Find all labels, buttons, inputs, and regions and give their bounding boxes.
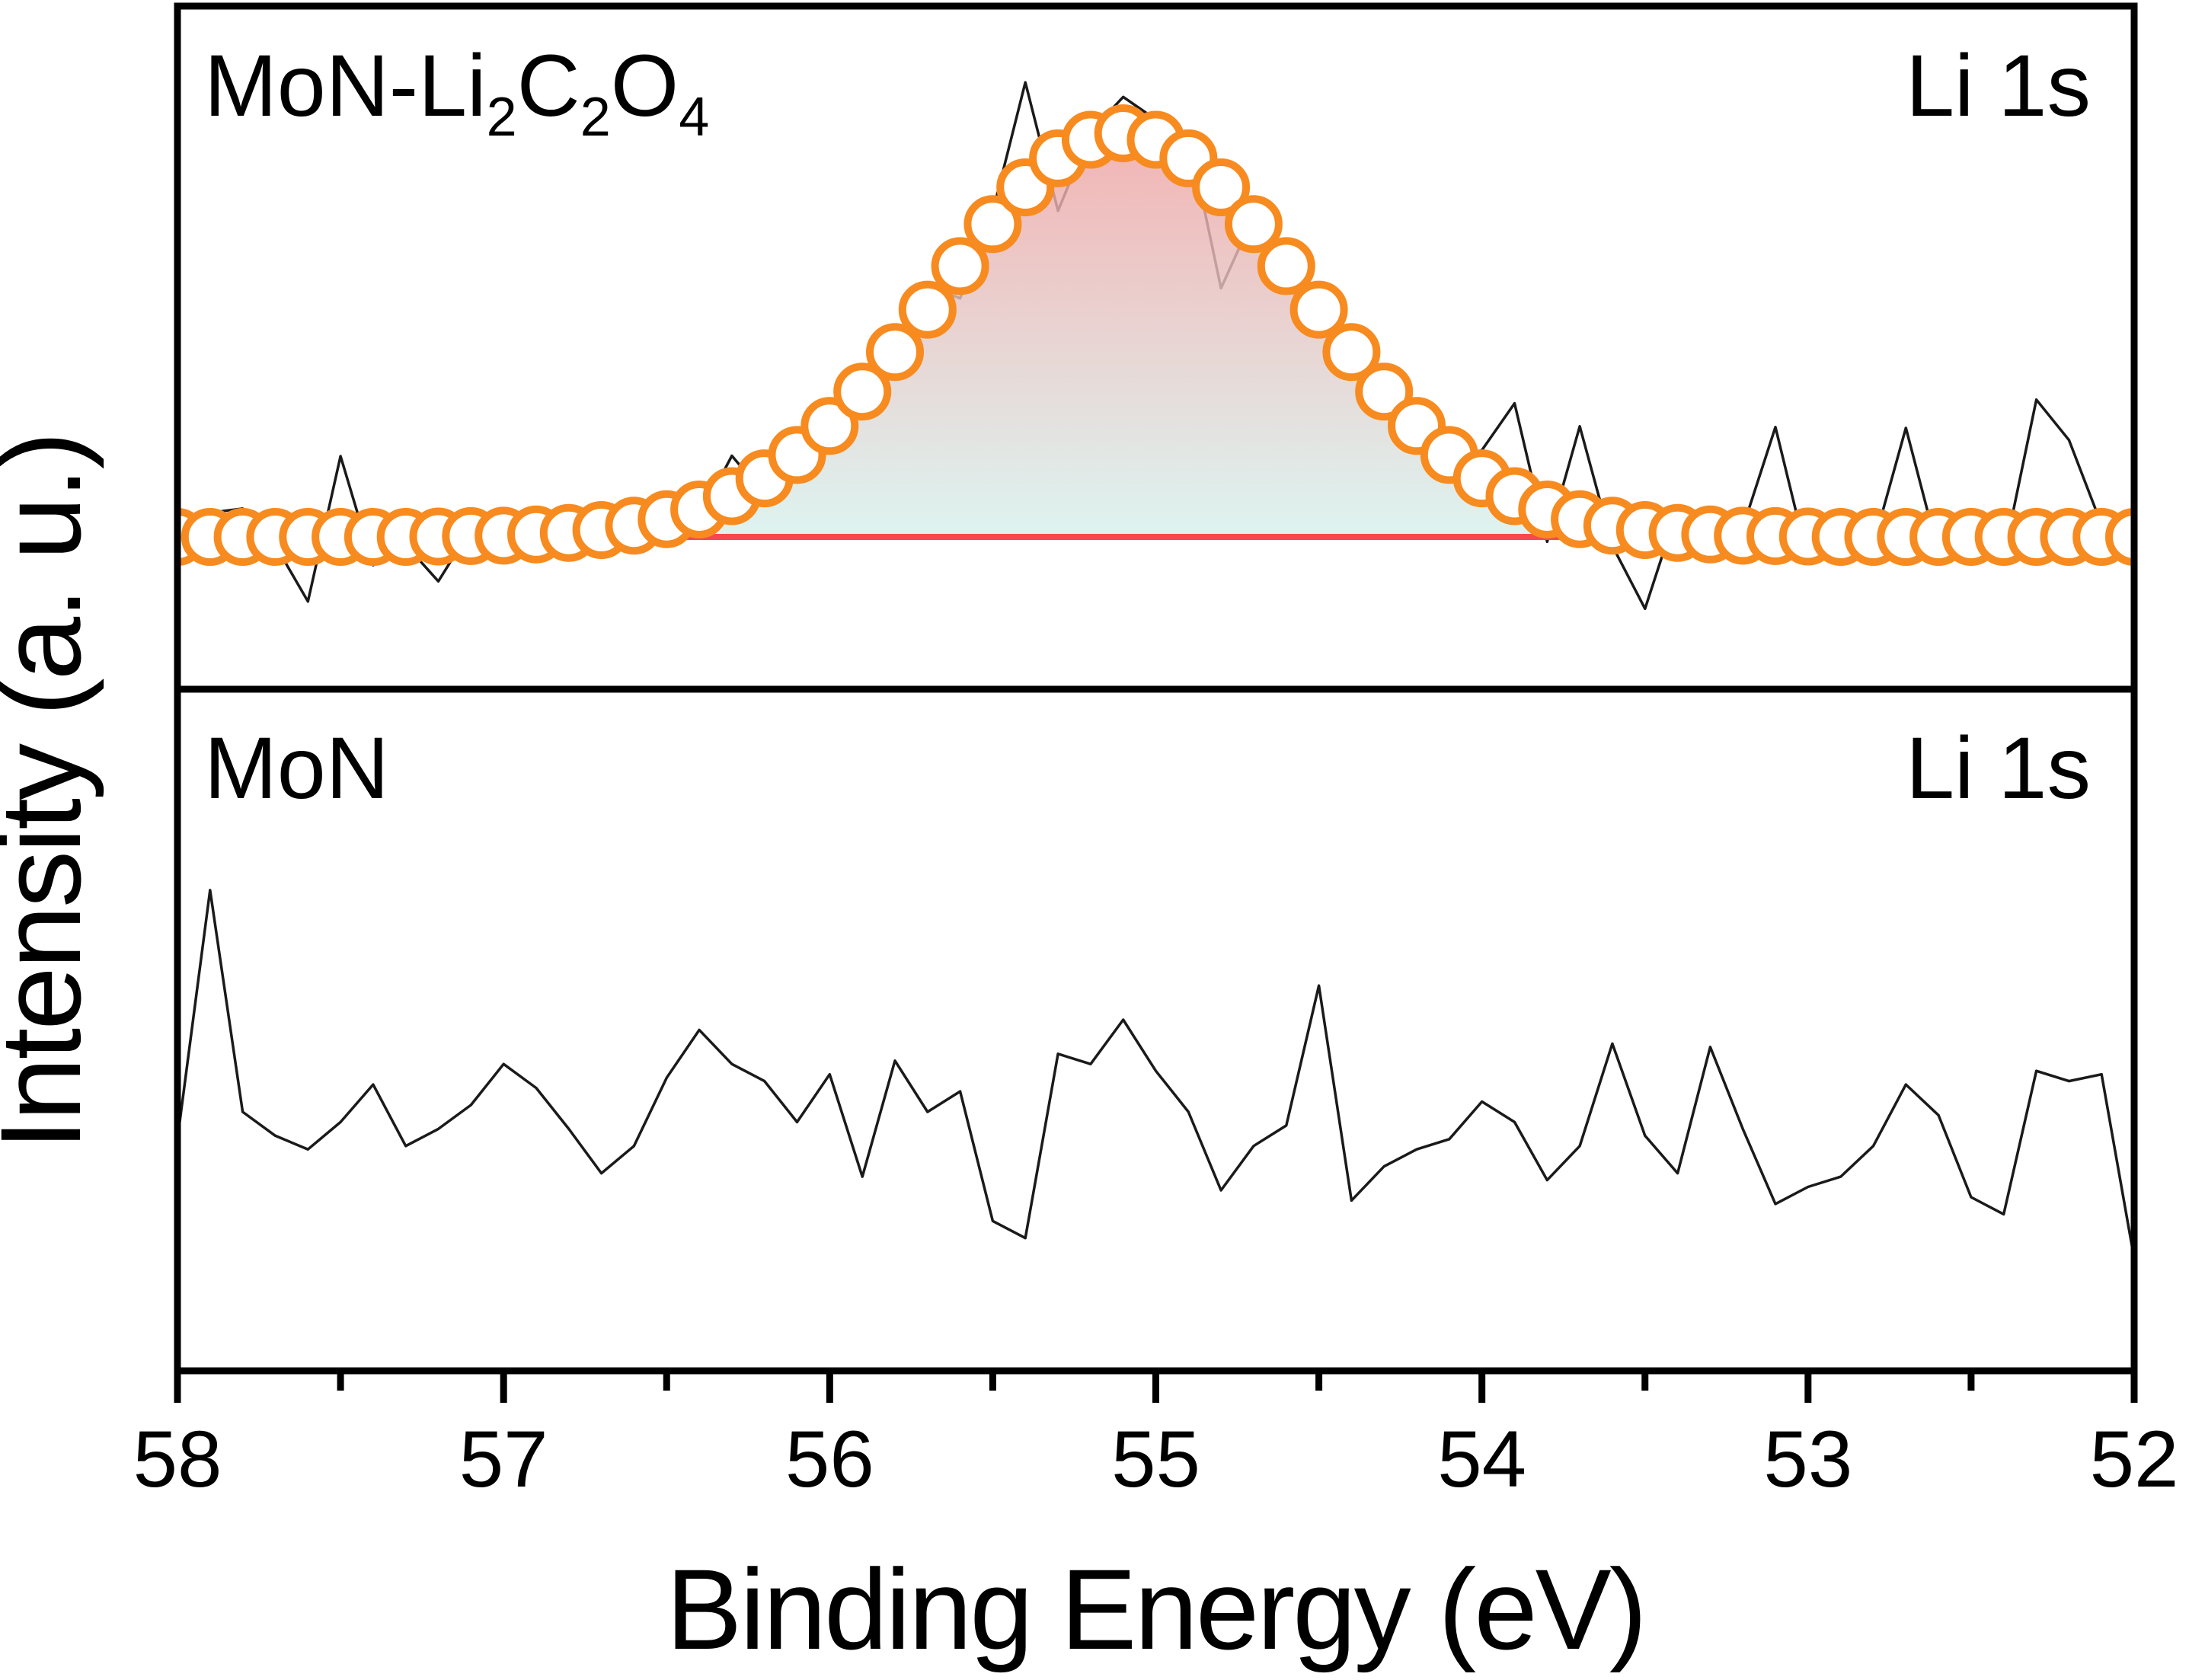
- fit-marker-circle: [801, 397, 859, 455]
- x-axis-title: Binding Energy (eV): [666, 1545, 1644, 1673]
- fit-marker-circle: [1322, 323, 1381, 382]
- fit-marker-circle: [931, 237, 989, 295]
- fit-marker-circle: [963, 195, 1022, 254]
- top-panel-series: [177, 81, 2134, 611]
- peak-fill-area: [356, 133, 1645, 537]
- x-axis-tick-label: 58: [133, 1415, 222, 1504]
- x-axis-tick-label: 55: [1111, 1415, 1200, 1504]
- panel-label-top: MoN-Li2C2O4: [204, 37, 709, 148]
- corner-label-bottom: Li 1s: [1906, 720, 2091, 817]
- panel-label-bottom: MoN: [204, 720, 389, 817]
- fit-marker-circle: [1289, 280, 1348, 339]
- x-axis: 58 57 56 55 54 53 52: [133, 1371, 2179, 1504]
- x-axis-tick-label: 53: [1763, 1415, 1852, 1504]
- bottom-panel-series: [177, 889, 2134, 1259]
- x-axis-tick-label: 52: [2090, 1415, 2179, 1504]
- fit-peak-markers: [177, 104, 2134, 566]
- fit-marker-circle: [1257, 237, 1315, 295]
- fit-marker-circle: [898, 280, 957, 339]
- fit-marker-circle: [1224, 195, 1283, 254]
- x-axis-tick-label: 56: [785, 1415, 874, 1504]
- x-axis-tick-label: 54: [1437, 1415, 1526, 1504]
- fit-marker-circle: [1355, 363, 1414, 421]
- raw-spectrum-bottom-line: [177, 889, 2134, 1259]
- fit-marker-circle: [2105, 508, 2134, 566]
- fit-marker-circle: [1192, 158, 1251, 216]
- x-axis-tick-label: 57: [459, 1415, 548, 1504]
- corner-label-top: Li 1s: [1906, 37, 2091, 135]
- fit-marker-circle: [833, 363, 892, 421]
- y-axis-title: Intensity (a. u.): [0, 433, 104, 1150]
- fit-marker-circle: [866, 323, 924, 382]
